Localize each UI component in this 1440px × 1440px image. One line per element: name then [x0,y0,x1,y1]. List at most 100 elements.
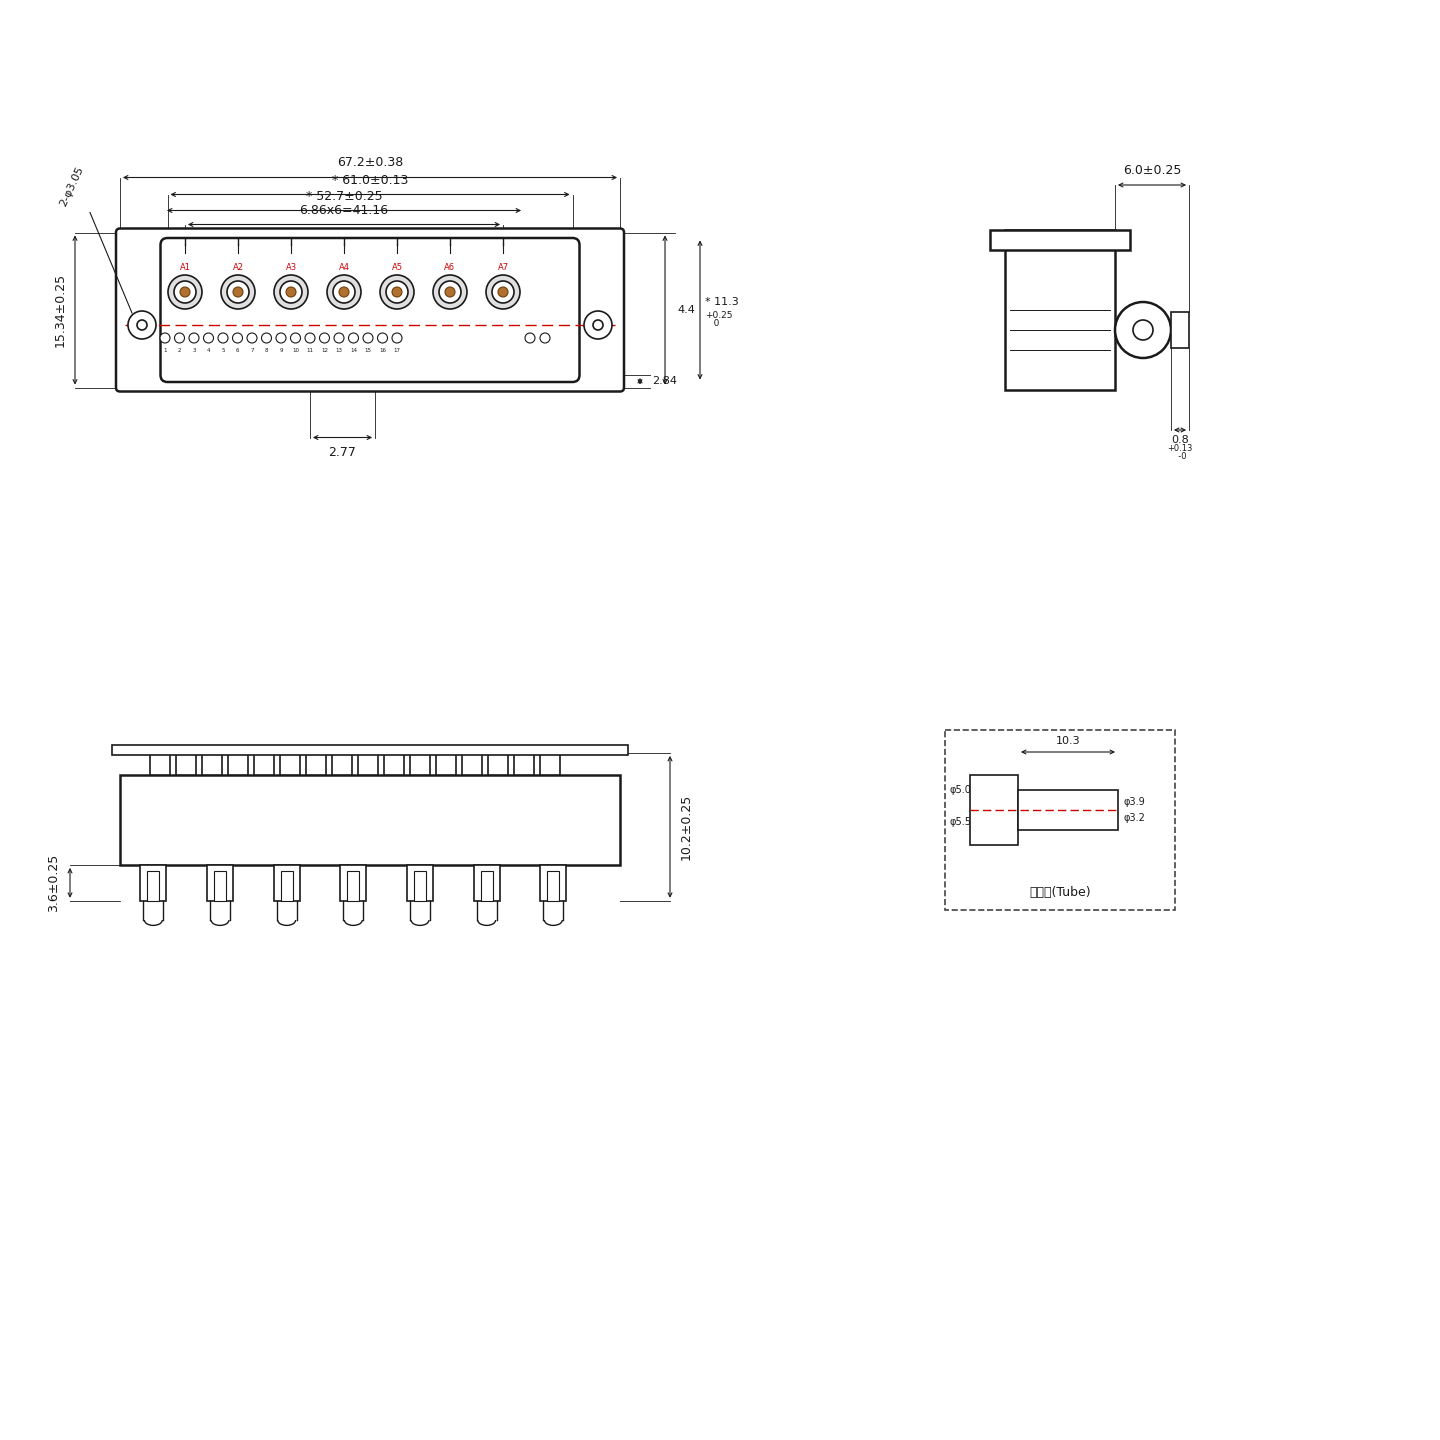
Bar [971,775,1018,845]
Bar [120,775,621,865]
Bar [540,753,560,775]
Text: 0: 0 [706,318,720,327]
Text: 6.0±0.25: 6.0±0.25 [1123,164,1181,177]
Text: A6: A6 [445,264,455,272]
Text: * 52.7±0.25: * 52.7±0.25 [305,190,382,203]
Bar [150,753,170,775]
Circle shape [168,275,202,310]
Circle shape [498,287,508,297]
Circle shape [305,333,315,343]
Circle shape [128,311,156,338]
Bar [1171,312,1189,348]
Text: 1: 1 [163,348,167,353]
Circle shape [217,333,228,343]
Bar [333,753,351,775]
Bar [207,865,233,901]
Text: 10.3: 10.3 [1056,736,1080,746]
Text: 5: 5 [222,348,225,353]
Text: 3.6±0.25: 3.6±0.25 [48,854,60,913]
Text: 7: 7 [251,348,253,353]
Circle shape [228,281,249,302]
Text: 13: 13 [336,348,343,353]
Circle shape [327,275,361,310]
Text: 8: 8 [265,348,268,353]
Bar [274,865,300,901]
Bar [462,753,482,775]
Text: 6: 6 [236,348,239,353]
Bar [147,871,160,901]
Circle shape [348,333,359,343]
Text: 12: 12 [321,348,328,353]
Bar [279,753,300,775]
Bar [112,744,628,755]
Circle shape [276,333,287,343]
Text: φ3.9: φ3.9 [1123,796,1145,806]
Bar [514,753,534,775]
Text: 屏蔽管(Tube): 屏蔽管(Tube) [1030,886,1092,899]
Text: 10: 10 [292,348,300,353]
Text: Cigntong: Cigntong [288,804,452,837]
Text: A5: A5 [392,264,403,272]
Bar [202,753,222,775]
Bar [384,753,405,775]
Bar [408,865,433,901]
FancyBboxPatch shape [160,238,579,382]
Circle shape [338,287,348,297]
Circle shape [386,281,408,302]
Bar [228,753,248,775]
Bar [481,871,492,901]
Circle shape [445,287,455,297]
Bar [540,865,566,901]
Text: 17: 17 [393,348,400,353]
Circle shape [232,333,242,343]
Text: φ3.2: φ3.2 [1123,814,1145,824]
Bar [1018,791,1117,829]
Text: * 11.3: * 11.3 [706,297,739,307]
Text: 2: 2 [177,348,181,353]
Text: A2: A2 [232,264,243,272]
Bar [281,871,292,901]
Text: φ5.5: φ5.5 [950,816,972,827]
Circle shape [220,275,255,310]
Text: 16: 16 [379,348,386,353]
Text: +0.13: +0.13 [1168,444,1192,454]
Circle shape [380,275,415,310]
Text: 2-φ3.05: 2-φ3.05 [58,164,85,207]
Text: 9: 9 [279,348,282,353]
Circle shape [1133,320,1153,340]
Text: 15.34±0.25: 15.34±0.25 [55,274,68,347]
Bar [340,865,366,901]
Circle shape [439,281,461,302]
Text: 11: 11 [307,348,314,353]
Text: A4: A4 [338,264,350,272]
Bar [547,871,559,901]
Circle shape [279,281,302,302]
Text: -0: -0 [1174,452,1187,461]
Circle shape [274,275,308,310]
Circle shape [585,311,612,338]
Circle shape [593,320,603,330]
Bar [140,865,167,901]
Circle shape [526,333,536,343]
Circle shape [174,281,196,302]
Circle shape [334,333,344,343]
Text: 4.4: 4.4 [677,305,696,315]
Circle shape [492,281,514,302]
Bar [347,871,359,901]
Text: 15: 15 [364,348,372,353]
Bar [488,753,508,775]
Circle shape [392,287,402,297]
FancyBboxPatch shape [117,229,624,392]
Bar [1005,230,1115,390]
Text: * 61.0±0.13: * 61.0±0.13 [331,173,408,187]
Circle shape [262,333,272,343]
Bar [176,753,196,775]
Text: 0.8: 0.8 [1171,435,1189,445]
Bar [991,230,1130,251]
Circle shape [137,320,147,330]
Circle shape [233,287,243,297]
Circle shape [248,333,256,343]
Text: 67.2±0.38: 67.2±0.38 [337,157,403,170]
Circle shape [291,333,301,343]
Circle shape [333,281,356,302]
